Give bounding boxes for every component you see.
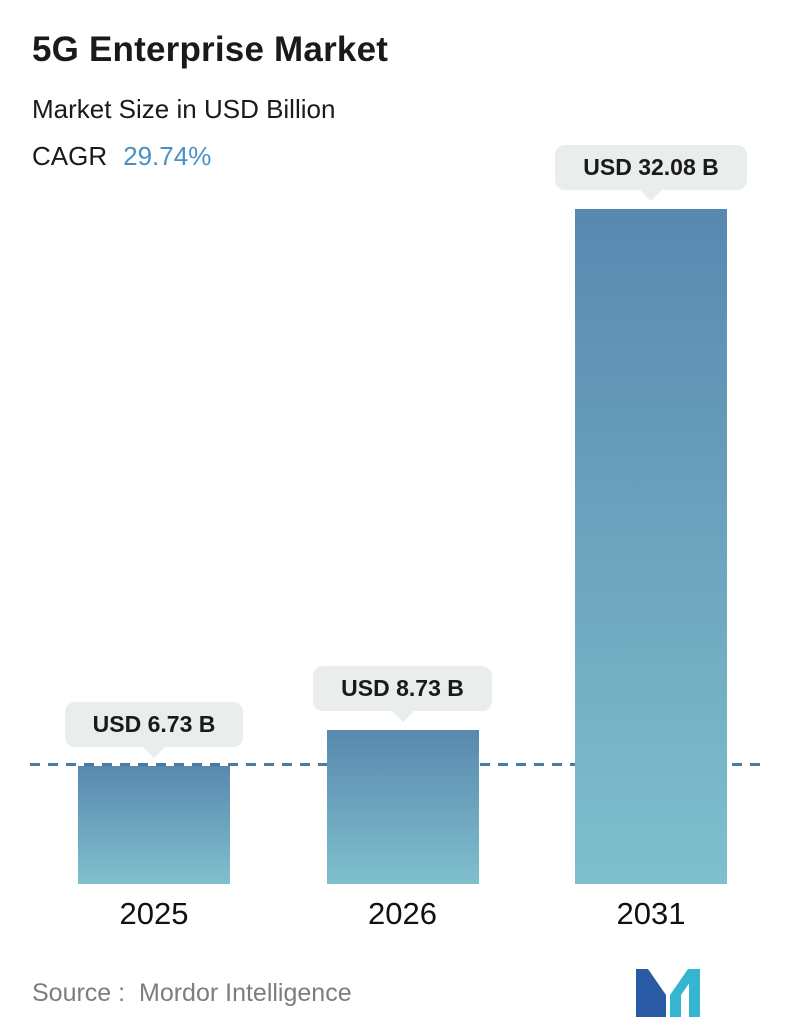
mordor-intelligence-logo-icon xyxy=(636,969,700,1017)
bar-group: USD 6.73 B xyxy=(64,702,244,884)
bar xyxy=(575,209,727,884)
bar-value-label: USD 6.73 B xyxy=(64,702,244,747)
bars: USD 6.73 B USD 8.73 B USD 32.08 B xyxy=(64,140,747,884)
bar xyxy=(78,766,230,884)
bar-value-label-pointer xyxy=(639,189,663,201)
bar-value-label-pointer xyxy=(142,746,166,758)
cagr-value: 29.74% xyxy=(123,141,212,171)
bar-group: USD 32.08 B xyxy=(555,145,747,884)
chart-subtitle: Market Size in USD Billion xyxy=(32,94,336,124)
bar-value-label: USD 32.08 B xyxy=(555,145,747,190)
chart-header: 5G Enterprise Market Market Size in USD … xyxy=(0,0,796,172)
x-axis: 2025 2026 2031 xyxy=(30,896,766,932)
bar xyxy=(326,730,479,884)
page-title: 5G Enterprise Market xyxy=(32,30,389,69)
cagr-row: CAGR 29.74% xyxy=(32,141,764,172)
x-axis-label: 2025 xyxy=(119,896,189,931)
bar-group: USD 8.73 B xyxy=(313,666,492,884)
bar-value-label: USD 8.73 B xyxy=(313,666,492,711)
x-axis-label: 2031 xyxy=(616,896,686,931)
source-text: Source : Mordor Intelligence xyxy=(32,978,352,1007)
footer: Source : Mordor Intelligence xyxy=(32,968,700,1018)
bar-chart: USD 6.73 B USD 8.73 B USD 32.08 B xyxy=(30,140,766,884)
bar-value-label-pointer xyxy=(390,710,415,722)
cagr-label: CAGR xyxy=(32,141,108,171)
x-axis-label: 2026 xyxy=(368,896,437,931)
